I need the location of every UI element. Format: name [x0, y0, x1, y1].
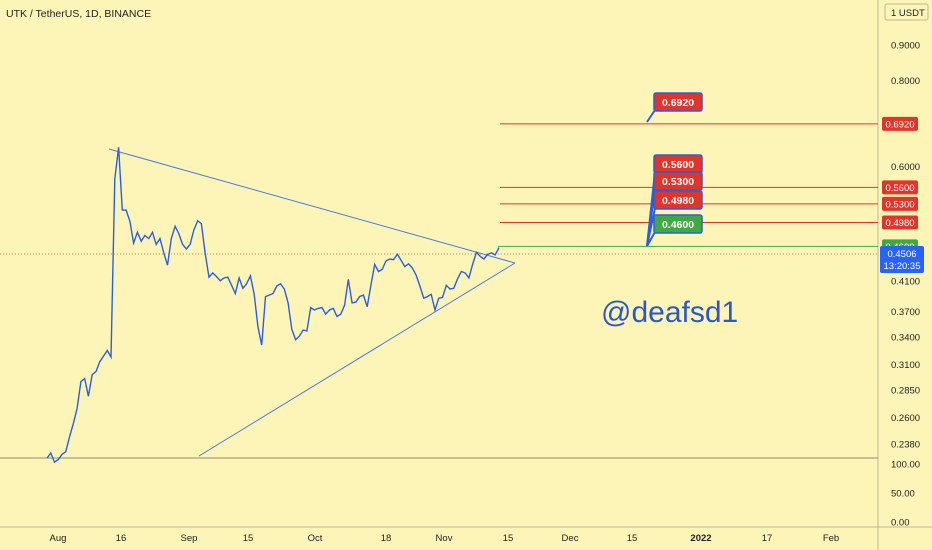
level-callout-label: 0.4600	[662, 219, 694, 231]
level-axis-tag	[882, 196, 918, 211]
current-price-tag	[880, 246, 924, 273]
price-tick-label: 0.3100	[891, 360, 920, 371]
volume-tick-label: 0.00	[891, 518, 910, 529]
countdown-label: 13:20:35	[884, 261, 921, 272]
price-tick-label: 0.8000	[891, 76, 920, 87]
price-series-line[interactable]	[46, 147, 500, 464]
level-callout-box[interactable]	[653, 92, 703, 112]
time-tick-label: Nov	[436, 533, 453, 544]
time-axis: Aug 16 Sep 15 Oct 18 Nov 15 Dec 15 2022 17 Feb	[50, 533, 840, 544]
level-axis-tag-label: 0.4980	[885, 218, 914, 229]
level-axis-tag	[882, 180, 918, 195]
time-tick-label: 15	[503, 533, 514, 544]
watermark-text: @deafsd1	[601, 296, 738, 329]
level-callout-label: 0.6920	[662, 97, 694, 109]
currency-label[interactable]: 1 USDT	[891, 8, 925, 19]
price-axis-tags: 0.69200.56000.53000.49800.46000.450613:2…	[880, 116, 924, 273]
currency-label-box[interactable]	[884, 3, 929, 21]
time-tick-label: Sep	[181, 533, 198, 544]
lower-trendline[interactable]	[198, 262, 516, 457]
level-callout-box[interactable]	[653, 190, 703, 210]
volume-axis: 100.00 50.00 0.00	[891, 460, 920, 529]
price-axis: 0.9000 0.8000 0.6000 0.4100 0.3700 0.3400 0.31…	[891, 41, 920, 451]
price-tick-label: 0.6000	[891, 162, 920, 173]
level-axis-tag-label: 0.5300	[885, 199, 914, 210]
time-tick-label: 17	[762, 533, 773, 544]
level-axis-tag	[882, 116, 918, 131]
callout-pointer	[646, 207, 656, 247]
volume-tick-label: 100.00	[891, 460, 920, 471]
chart-title: UTK / TetherUS, 1D, BINANCE	[6, 8, 151, 20]
price-tick-label: 0.4100	[891, 276, 920, 287]
time-tick-label: Oct	[308, 533, 323, 544]
level-callout-label: 0.4980	[662, 195, 694, 207]
price-tick-label: 0.3700	[891, 307, 920, 318]
time-tick-label: Feb	[823, 533, 839, 544]
time-tick-label: Dec	[562, 533, 579, 544]
level-callouts: 0.6920 0.5600 0.5300 0.4980 0.4600	[646, 92, 703, 247]
time-tick-label: 18	[381, 533, 392, 544]
level-axis-tag	[882, 215, 918, 230]
price-tick-label: 0.2380	[891, 440, 920, 451]
level-callout-box[interactable]	[653, 214, 703, 234]
time-tick-label: 2022	[690, 533, 711, 544]
callout-pointer	[646, 231, 656, 247]
price-tick-label: 0.9000	[891, 41, 920, 52]
level-callout-box[interactable]	[653, 171, 703, 191]
level-axis-tag-label: 0.5600	[885, 183, 914, 194]
price-tick-label: 0.2850	[891, 385, 920, 396]
time-tick-label: 15	[627, 533, 638, 544]
volume-tick-label: 50.00	[891, 489, 915, 500]
upper-trendline[interactable]	[108, 148, 516, 264]
current-price-label: 0.4506	[887, 249, 916, 260]
level-callout-label: 0.5600	[662, 159, 694, 171]
time-tick-label: 16	[116, 533, 127, 544]
level-callout-label: 0.5300	[662, 176, 694, 188]
callout-pointer	[646, 109, 656, 123]
time-tick-label: Aug	[50, 533, 67, 544]
level-axis-tag-label: 0.6920	[885, 119, 914, 130]
price-tick-label: 0.3400	[891, 333, 920, 344]
time-tick-label: 15	[243, 533, 254, 544]
price-tick-label: 0.2600	[891, 413, 920, 424]
